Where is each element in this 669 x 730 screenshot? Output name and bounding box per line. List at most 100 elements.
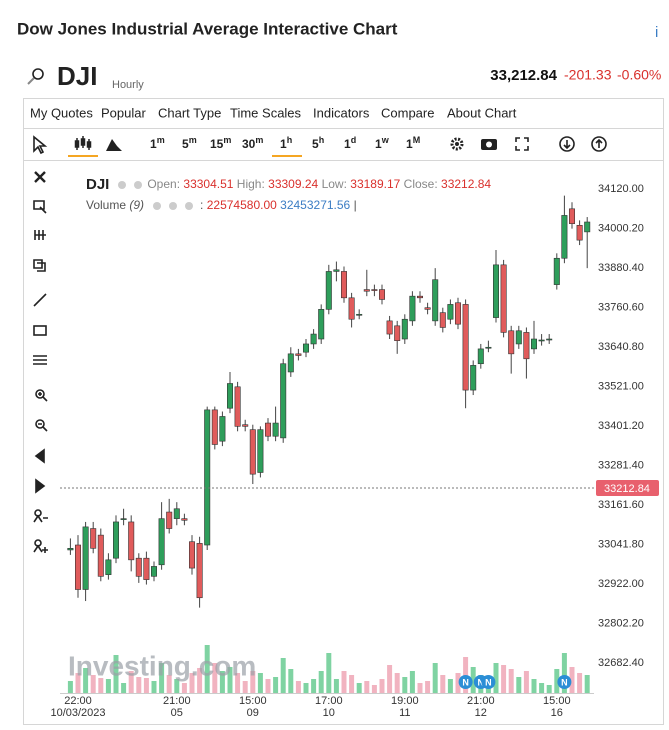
ohlc-legend: DJI Open: 33304.51 High: 33309.24 Low: 33… (86, 176, 491, 193)
legend-label: Open: (147, 177, 180, 191)
x-tick-date: 09 (247, 707, 259, 719)
tool[interactable] (33, 539, 48, 553)
x-tick-label: 22:00 (64, 695, 92, 707)
menu-item[interactable]: Popular (101, 105, 146, 120)
candle-type[interactable] (74, 136, 92, 150)
volume-bar (250, 671, 256, 693)
tool[interactable] (33, 355, 47, 365)
candle-body (432, 279, 439, 322)
candle-body (249, 429, 256, 475)
time-scale[interactable]: 15m (210, 135, 231, 151)
menu-item[interactable]: About Chart (447, 105, 517, 120)
candle-body (546, 338, 553, 341)
time-scale[interactable]: 1m (150, 135, 165, 151)
tool[interactable] (34, 448, 45, 464)
time-scale[interactable]: 1M (406, 135, 420, 151)
candle-body (211, 409, 218, 445)
volume-bar (212, 663, 218, 693)
candle-body (386, 320, 393, 335)
tool[interactable] (33, 259, 46, 272)
event-marker[interactable] (481, 675, 496, 689)
x-tick-label: 17:00 (315, 695, 343, 707)
tool[interactable] (34, 230, 46, 240)
volume-bar (189, 673, 195, 693)
volume-bar (311, 679, 317, 693)
volume-bar (265, 679, 271, 693)
close-tool[interactable] (34, 171, 46, 183)
volume-bar (554, 669, 560, 693)
legend-cursor: | (354, 198, 357, 212)
candle-body (196, 543, 203, 599)
y-tick-label: 32802.20 (598, 617, 644, 629)
tool[interactable] (33, 293, 47, 307)
volume-bar (569, 667, 575, 693)
camera-icon[interactable] (481, 139, 497, 150)
y-tick-label: 32682.40 (598, 657, 644, 669)
time-scale[interactable]: 1d (344, 135, 356, 151)
candle-body (242, 424, 249, 427)
y-tick-label: 34120.00 (598, 183, 644, 195)
event-label: N (485, 677, 492, 687)
time-scale-unit: m (255, 135, 263, 145)
candle-body (158, 518, 165, 566)
x-tick-label: 15:00 (543, 695, 571, 707)
time-scale[interactable]: 30m (242, 135, 263, 151)
search-icon[interactable] (27, 68, 44, 85)
time-scale-number: 1 (344, 137, 351, 151)
candle-body (363, 289, 370, 292)
time-scale-unit: m (189, 135, 197, 145)
candle-body (105, 559, 112, 575)
menu-item[interactable]: Compare (381, 105, 434, 120)
candle-body (227, 383, 234, 409)
time-scale[interactable]: 5h (312, 135, 324, 151)
price: 33,212.84 (490, 67, 557, 84)
candle-body (462, 304, 469, 391)
menu-item[interactable]: Time Scales (230, 105, 302, 120)
time-scale[interactable]: 1h (280, 135, 292, 151)
candle-body (234, 386, 241, 427)
menu-item[interactable]: Chart Type (158, 105, 221, 120)
time-scale-number: 15 (210, 137, 224, 151)
download-icon[interactable] (559, 136, 575, 152)
candle-body (576, 224, 583, 241)
legend-value: 33304.51 (183, 177, 233, 191)
volume-bar (546, 685, 552, 693)
time-scale[interactable]: 1w (375, 135, 390, 151)
change-pct: -0.60% (617, 67, 661, 83)
event-label: N (561, 677, 568, 687)
tool[interactable] (33, 325, 47, 336)
candle-body (492, 264, 499, 318)
volume-bar (379, 679, 385, 693)
volume-bar (508, 669, 514, 693)
tool[interactable] (33, 509, 48, 523)
candle-body (378, 289, 385, 300)
candle-body (401, 318, 408, 340)
candle-body (340, 271, 347, 299)
candle-body (394, 325, 401, 341)
tool[interactable] (35, 389, 48, 402)
tool[interactable] (33, 200, 47, 214)
event-marker[interactable] (557, 675, 572, 689)
x-tick-date: 11 (399, 707, 410, 719)
menu-item[interactable]: Indicators (313, 105, 370, 120)
info-icon[interactable]: i (655, 24, 658, 41)
candle-body (530, 338, 537, 350)
time-scale-unit: h (319, 135, 325, 145)
candle-body (568, 208, 575, 224)
volume-bar (166, 675, 172, 693)
fullscreen-icon[interactable] (515, 137, 529, 151)
tool[interactable] (35, 478, 46, 494)
volume-bar (136, 677, 142, 693)
candle-body (500, 264, 507, 333)
volume-bar (326, 653, 332, 693)
menu-item[interactable]: My Quotes (30, 105, 93, 120)
time-scale[interactable]: 5m (182, 135, 197, 151)
cursor-tool[interactable] (33, 135, 48, 155)
event-marker[interactable] (458, 675, 473, 689)
area-type[interactable] (106, 139, 122, 151)
tool[interactable] (35, 419, 48, 432)
legend-symbol: DJI (86, 176, 109, 193)
settings-icon[interactable] (450, 137, 464, 151)
upload-icon[interactable] (591, 136, 607, 152)
menu-bar: My Quotes Popular Chart Type Time Scales Ind… (30, 105, 517, 120)
